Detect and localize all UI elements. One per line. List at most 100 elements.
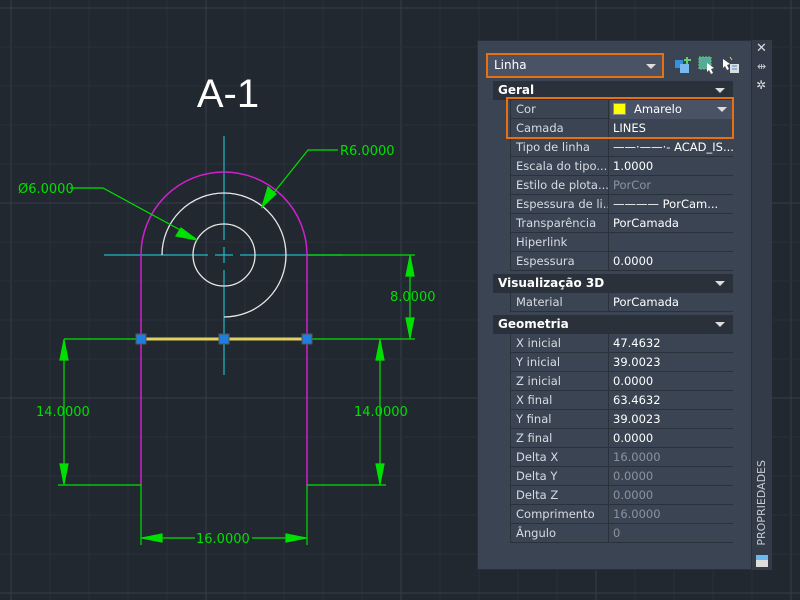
section-header[interactable]: Geometria: [493, 315, 733, 334]
property-row[interactable]: Hiperlink: [510, 233, 733, 252]
section-header[interactable]: Geral: [493, 81, 733, 100]
section-title: Geometria: [498, 317, 569, 331]
property-label: X inicial: [510, 334, 609, 353]
property-value[interactable]: 0.0000: [610, 486, 733, 505]
palette-strip: ✕ ⇹ ✲ PROPRIEDADES: [752, 40, 772, 570]
property-label: Espessura de li...: [510, 195, 609, 214]
property-row[interactable]: Estilo de plota... PorCor: [510, 176, 733, 195]
property-value-text: 63.4632: [613, 393, 661, 407]
property-value[interactable]: 0: [610, 524, 733, 543]
property-label: Estilo de plota...: [510, 176, 609, 195]
property-value[interactable]: [610, 233, 733, 252]
property-value[interactable]: 63.4632: [610, 391, 733, 410]
property-row[interactable]: Camada LINES: [510, 119, 733, 138]
bottom-dim-label: 16.0000: [196, 532, 250, 547]
property-value[interactable]: ——·——·- ACAD_IS...: [610, 138, 733, 157]
property-row[interactable]: Z inicial 0.0000: [510, 372, 733, 391]
property-label: Material: [510, 293, 609, 312]
property-row[interactable]: Z final 0.0000: [510, 429, 733, 448]
property-value[interactable]: PorCamada: [610, 293, 733, 312]
property-label: Transparência: [510, 214, 609, 233]
property-label: Escala do tipo...: [510, 157, 609, 176]
property-value-text: 39.0023: [613, 412, 661, 426]
property-value[interactable]: ———— PorCam...: [610, 195, 733, 214]
property-label: Z inicial: [510, 372, 609, 391]
dimensions: [58, 149, 415, 545]
property-label: X final: [510, 391, 609, 410]
property-row[interactable]: Espessura de li... ———— PorCam...: [510, 195, 733, 214]
property-value[interactable]: 39.0023: [610, 353, 733, 372]
property-row[interactable]: Delta X 16.0000: [510, 448, 733, 467]
object-type-value: Linha: [494, 58, 527, 72]
property-row[interactable]: X inicial 47.4632: [510, 334, 733, 353]
property-value[interactable]: 1.0000: [610, 157, 733, 176]
arc[interactable]: [161, 192, 287, 318]
property-row[interactable]: Comprimento 16.0000: [510, 505, 733, 524]
property-row[interactable]: Tipo de linha ——·——·- ACAD_IS...: [510, 138, 733, 157]
property-row[interactable]: Transparência PorCamada: [510, 214, 733, 233]
property-label: Tipo de linha: [510, 138, 609, 157]
property-value[interactable]: Amarelo: [610, 100, 733, 119]
profile-outline[interactable]: [140, 171, 308, 485]
property-row[interactable]: Y inicial 39.0023: [510, 353, 733, 372]
hole-circle[interactable]: [192, 223, 256, 287]
property-label: Cor: [510, 100, 609, 119]
object-type-select[interactable]: Linha: [486, 53, 664, 78]
right-dim-label: 14.0000: [354, 405, 408, 420]
property-row[interactable]: Delta Z 0.0000: [510, 486, 733, 505]
section-title: Visualização 3D: [498, 276, 605, 290]
section-title: Geral: [498, 83, 535, 97]
property-value[interactable]: 0.0000: [610, 467, 733, 486]
quick-select-icon[interactable]: [674, 56, 692, 74]
property-value[interactable]: 0.0000: [610, 252, 733, 271]
property-label: Hiperlink: [510, 233, 609, 252]
diameter-dim-label: Ø6.0000: [18, 182, 74, 197]
property-value[interactable]: PorCamada: [610, 214, 733, 233]
property-value-text: 39.0023: [613, 355, 661, 369]
select-objects-icon[interactable]: [698, 56, 716, 74]
property-row[interactable]: X final 63.4632: [510, 391, 733, 410]
grip-start[interactable]: [135, 333, 147, 345]
property-label: Delta Z: [510, 486, 609, 505]
property-row[interactable]: Y final 39.0023: [510, 410, 733, 429]
property-row[interactable]: Escala do tipo... 1.0000: [510, 157, 733, 176]
grip-end[interactable]: [301, 333, 313, 345]
chevron-down-icon[interactable]: [715, 322, 725, 327]
property-value[interactable]: LINES: [610, 119, 733, 138]
property-row[interactable]: Cor Amarelo: [510, 100, 733, 119]
chevron-down-icon: [646, 64, 656, 69]
color-swatch: [613, 103, 626, 115]
grip-mid[interactable]: [218, 333, 230, 345]
properties-palette: Linha Geral Cor Amarelo Camada LINES Tipo de …: [477, 40, 752, 570]
properties-settings-icon[interactable]: ✲: [756, 78, 767, 92]
close-icon[interactable]: ✕: [756, 41, 767, 56]
property-label: Delta X: [510, 448, 609, 467]
chevron-down-icon: [717, 107, 727, 112]
section-header[interactable]: Visualização 3D: [493, 274, 733, 293]
toggle-pickadd-icon[interactable]: [722, 56, 740, 74]
property-label: Z final: [510, 429, 609, 448]
property-value[interactable]: 47.4632: [610, 334, 733, 353]
vertical-dim-label: 8.0000: [390, 290, 436, 305]
property-value[interactable]: 0.0000: [610, 372, 733, 391]
property-value[interactable]: PorCor: [610, 176, 733, 195]
property-value-text: PorCamada: [613, 295, 679, 309]
property-label: Y final: [510, 410, 609, 429]
property-row[interactable]: Material PorCamada: [510, 293, 733, 312]
property-value[interactable]: 0.0000: [610, 429, 733, 448]
property-value-text: 0.0000: [613, 488, 654, 502]
property-value-text: Amarelo: [634, 102, 682, 116]
property-value[interactable]: 16.0000: [610, 448, 733, 467]
property-value[interactable]: 16.0000: [610, 505, 733, 524]
chevron-down-icon[interactable]: [715, 281, 725, 286]
property-value-text: 0.0000: [613, 254, 654, 268]
panel-icon[interactable]: [756, 555, 768, 567]
property-label: Camada: [510, 119, 609, 138]
property-row[interactable]: Delta Y 0.0000: [510, 467, 733, 486]
property-value[interactable]: 39.0023: [610, 410, 733, 429]
property-row[interactable]: Espessura 0.0000: [510, 252, 733, 271]
auto-hide-icon[interactable]: ⇹: [757, 60, 767, 73]
chevron-down-icon[interactable]: [715, 88, 725, 93]
property-value-text: 0.0000: [613, 431, 654, 445]
property-row[interactable]: Ângulo 0: [510, 524, 733, 543]
